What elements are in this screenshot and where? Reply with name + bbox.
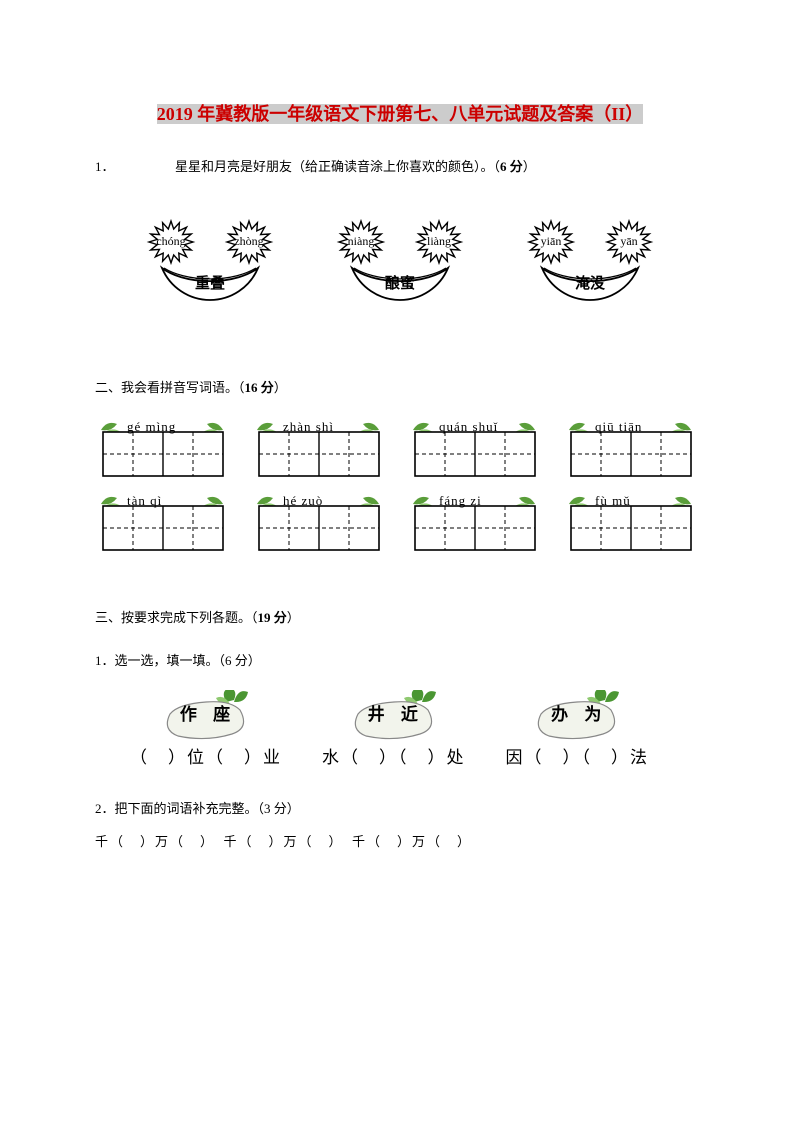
pinyin-text: quán shuǐ [439,417,498,438]
star-burst-right: liàng [404,218,474,266]
question-1: 1． 星星和月亮是好朋友（给正确读音涂上你喜欢的颜色）。（6 分） [95,157,705,178]
pinyin-text: gé mìng [127,417,176,438]
pinyin-text: qiū tiān [595,417,642,438]
section-2-heading: 二、我会看拼音写词语。（16 分） [95,378,705,399]
pinyin-box: fáng zi [411,494,539,554]
star-burst-left: niàng [326,218,396,266]
radish-unit: 井 近 水（ ）（ ）处 [322,690,466,771]
pinyin-text: tàn qì [127,491,162,512]
radish-body: 作 座 [160,690,252,740]
page-title: 2019 年冀教版一年级语文下册第七、八单元试题及答案（II） [95,100,705,129]
moon-shape: 重叠 [158,264,262,326]
star-burst-left: chóng [136,218,206,266]
pinyin-box: quán shuǐ [411,420,539,480]
moon-unit: niàng liàng 酿蜜 [320,218,480,328]
title-year: 2019 [157,104,193,124]
radish-subtext: （ ）位（ ）业 [130,744,282,771]
moon-shape: 淹没 [538,264,642,326]
star-burst-right: zhòng [214,218,284,266]
radish-body: 办 为 [531,690,623,740]
pinyin-row: tàn qì hé zuò fáng zi fù mǔ [99,494,705,554]
star-burst-right: yān [594,218,664,266]
pinyin-row: gé mìng zhàn shì quán shuǐ qiū tiān [99,420,705,480]
pinyin-box: qiū tiān [567,420,695,480]
pinyin-text: fù mǔ [595,491,631,512]
radish-row: 作 座 （ ）位（ ）业 井 近 水（ ）（ ）处 办 为 因（ ）（ ）法 [130,690,705,771]
moon-unit: yiān yān 淹没 [510,218,670,328]
q1-number: 1． [95,157,175,178]
pinyin-box: hé zuò [255,494,383,554]
sub-3-2: 2．把下面的词语补充完整。（3 分） 千（ ）万（ ） 千（ ）万（ ） 千（ … [95,799,705,853]
pinyin-grid: gé mìng zhàn shì quán shuǐ qiū tiān tàn … [95,420,705,554]
pinyin-text: fáng zi [439,491,482,512]
sub-3-1: 1．选一选，填一填。（6 分） [95,651,705,672]
moon-unit: chóng zhòng 重叠 [130,218,290,328]
pinyin-box: zhàn shì [255,420,383,480]
q1-text: 星星和月亮是好朋友（给正确读音涂上你喜欢的颜色）。（6 分） [175,157,536,178]
fill-line: 千（ ）万（ ） 千（ ）万（ ） 千（ ）万（ ） [95,832,705,853]
pinyin-box: gé mìng [99,420,227,480]
moon-row: chóng zhòng 重叠 niàng liàng 酿蜜 yiān yān 淹… [115,218,685,328]
pinyin-box: tàn qì [99,494,227,554]
radish-unit: 作 座 （ ）位（ ）业 [130,690,282,771]
pinyin-text: zhàn shì [283,417,334,438]
radish-subtext: 水（ ）（ ）处 [322,744,466,771]
title-rest: 年冀教版一年级语文下册第七、八单元试题及答案（II） [193,104,644,124]
star-burst-left: yiān [516,218,586,266]
radish-body: 井 近 [348,690,440,740]
moon-shape: 酿蜜 [348,264,452,326]
pinyin-box: fù mǔ [567,494,695,554]
radish-unit: 办 为 因（ ）（ ）法 [506,690,650,771]
pinyin-text: hé zuò [283,491,323,512]
radish-subtext: 因（ ）（ ）法 [506,744,650,771]
section-3-heading: 三、按要求完成下列各题。（19 分） [95,608,705,629]
